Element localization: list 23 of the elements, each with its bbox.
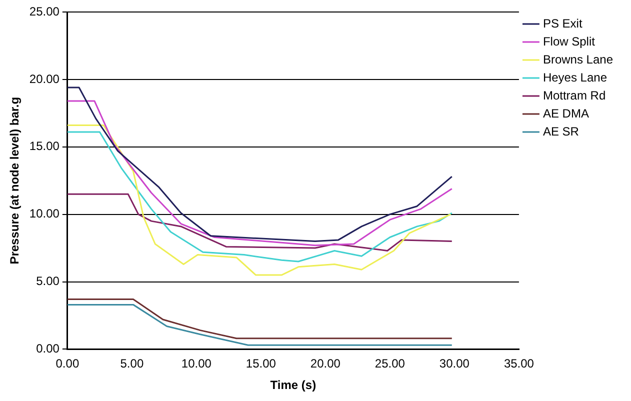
x-tick-label: 0.00 — [56, 356, 80, 371]
y-tick-label: 0.00 — [36, 342, 60, 356]
legend-label: Mottram Rd — [542, 88, 606, 102]
x-tick-label: 30.00 — [439, 356, 470, 371]
legend-label: AE DMA — [542, 106, 589, 120]
x-tick-label: 25.00 — [374, 356, 406, 371]
legend-label: Browns Lane — [542, 52, 614, 66]
x-tick-label: 35.00 — [504, 356, 534, 371]
y-tick-label: 25.00 — [29, 4, 60, 18]
x-axis-title: Time (s) — [270, 378, 316, 392]
y-axis-title: Pressure (at node level) bar.g — [8, 96, 22, 264]
x-tick-label: 10.00 — [181, 356, 212, 371]
legend-label: AE SR — [542, 124, 580, 138]
legend-label: PS Exit — [542, 16, 583, 30]
x-tick-label: 15.00 — [246, 356, 276, 371]
x-tick-label: 20.00 — [310, 356, 341, 371]
legend-label: Heyes Lane — [542, 70, 608, 84]
legend-label: Flow Split — [542, 34, 596, 48]
y-tick-label: 20.00 — [29, 72, 60, 86]
y-tick-label: 15.00 — [29, 139, 60, 154]
y-tick-label: 10.00 — [29, 206, 60, 221]
y-tick-label: 5.00 — [36, 274, 60, 288]
x-tick-label: 5.00 — [120, 356, 144, 371]
